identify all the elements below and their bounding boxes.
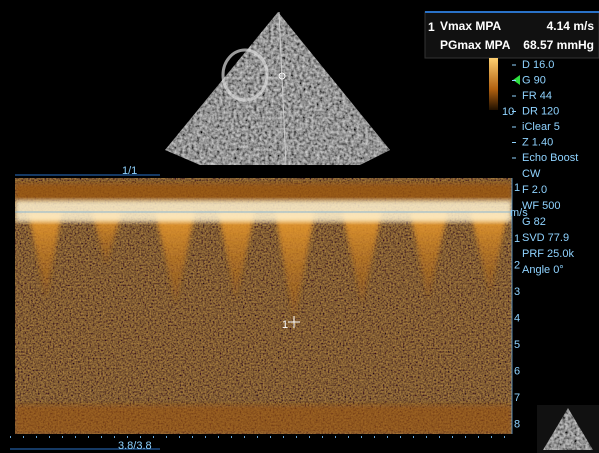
image-setting: DR 120 — [522, 105, 559, 117]
doppler-setting: G 82 — [522, 216, 546, 228]
frame-counter: 1/1 — [122, 165, 137, 177]
scale-tick-label: 2 — [514, 259, 520, 271]
scale-tick-label: 3 — [514, 286, 520, 298]
image-setting: Echo Boost — [522, 152, 578, 164]
scale-tick-label: 4 — [514, 312, 520, 324]
image-setting: FR 44 — [522, 90, 552, 102]
measurement-index: 1 — [428, 20, 435, 34]
measurement-value: 4.14 m/s — [547, 19, 595, 33]
doppler-setting: F 2.0 — [522, 184, 547, 196]
scale-tick-label: 5 — [514, 339, 520, 351]
scale-tick-label: 1 — [514, 233, 520, 245]
image-setting: D 16.0 — [522, 59, 554, 71]
ultrasound-screen: 1 Vmax MPA 4.14 m/s PGmax MPA 68.57 mmHg… — [0, 0, 599, 453]
cursor-label: 1 — [282, 319, 288, 331]
sweep-counter: 3.8/3.8 — [118, 440, 152, 452]
doppler-setting: CW — [522, 168, 541, 180]
image-setting: Z 1.40 — [522, 136, 553, 148]
doppler-spectrum — [15, 178, 512, 434]
image-setting: iClear 5 — [522, 121, 560, 133]
gray-map-bar — [489, 58, 498, 110]
scale-tick-label: 7 — [514, 392, 520, 404]
baseline-band — [15, 200, 512, 222]
doppler-setting: Angle 0° — [522, 264, 564, 276]
scale-tick-label: 6 — [514, 365, 520, 377]
doppler-setting: PRF 25.0k — [522, 248, 574, 260]
sector-image — [165, 12, 390, 165]
doppler-setting: WF 500 — [522, 200, 561, 212]
scale-tick-label: 8 — [514, 418, 520, 430]
measurement-label: PGmax MPA — [440, 38, 511, 52]
scale-tick-label: 1 — [514, 182, 520, 194]
image-setting: G 90 — [522, 74, 546, 86]
doppler-setting: SVD 77.9 — [522, 232, 569, 244]
measurement-value: 68.57 mmHg — [523, 38, 594, 52]
measurement-label: Vmax MPA — [440, 19, 501, 33]
